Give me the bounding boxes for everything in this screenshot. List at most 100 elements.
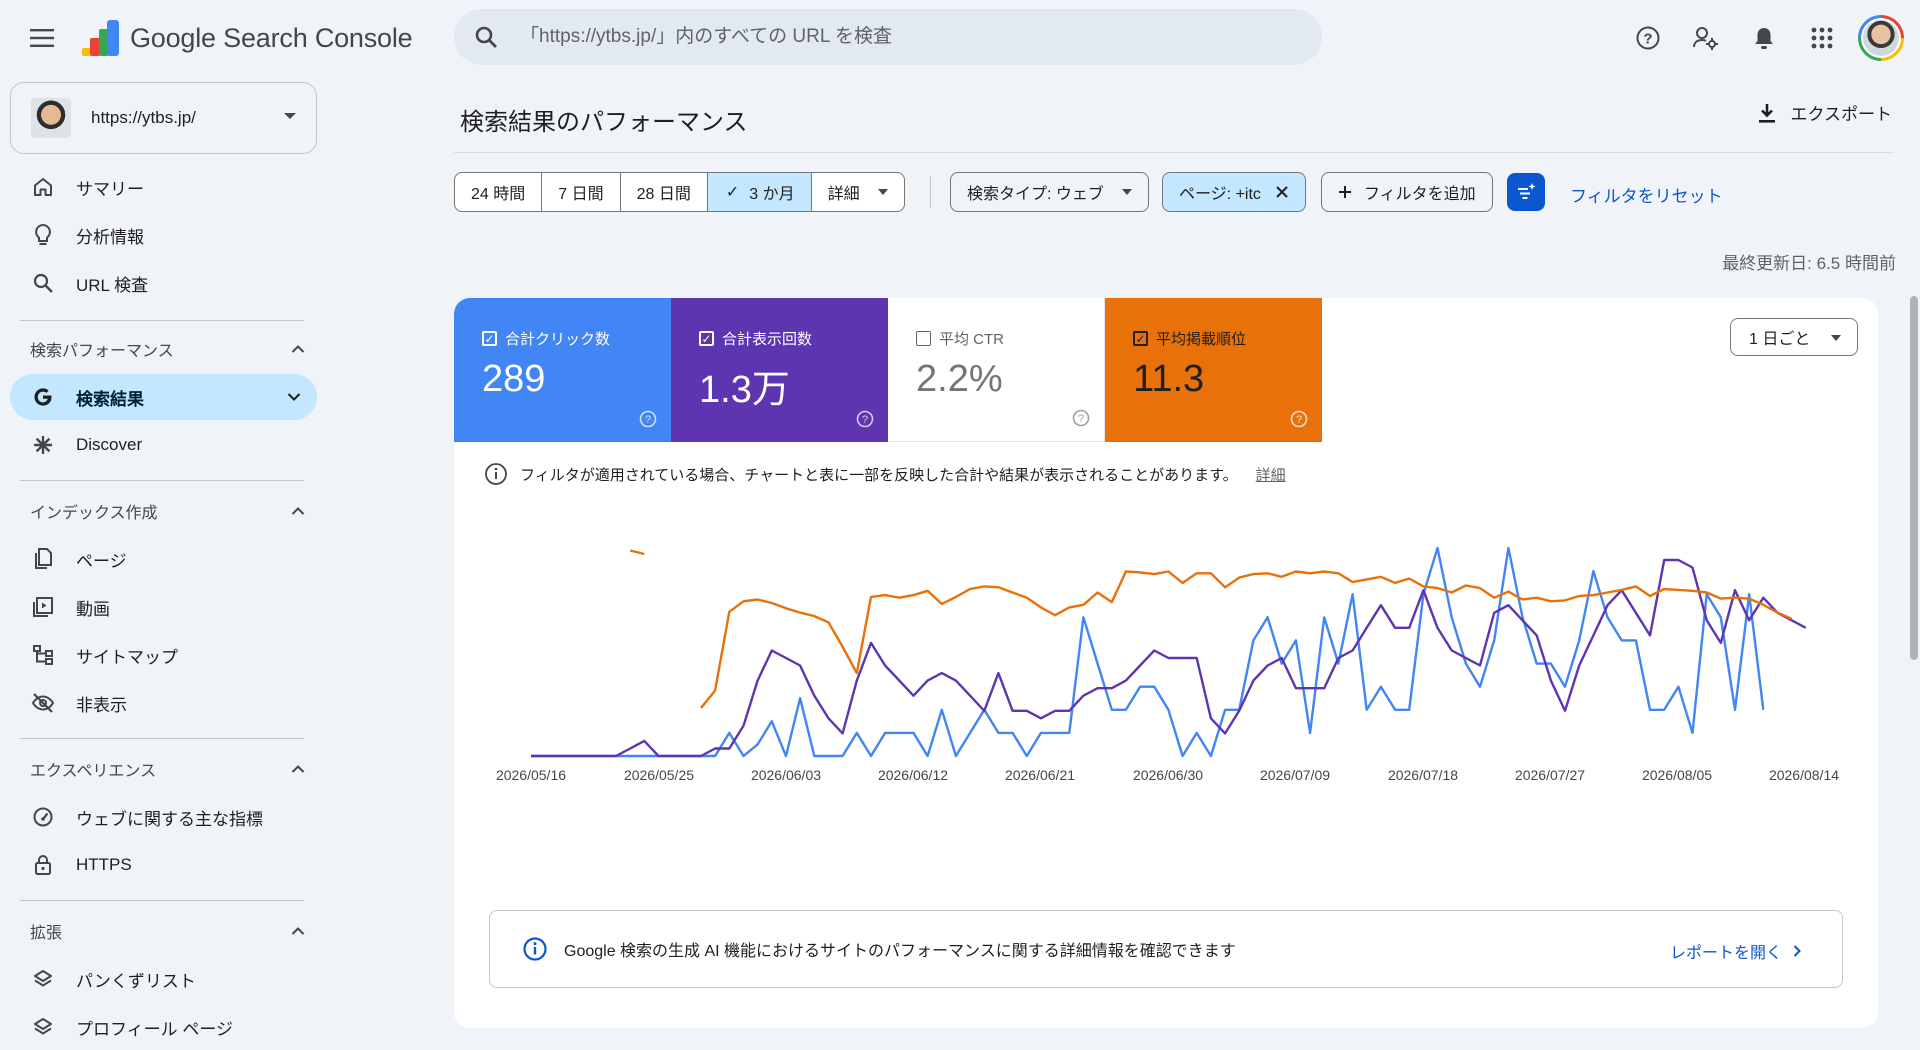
sidebar-item-summary[interactable]: サマリー bbox=[10, 164, 317, 210]
divider bbox=[20, 320, 304, 321]
sidebar-item-label: 動画 bbox=[76, 599, 110, 619]
scrollbar[interactable] bbox=[1910, 296, 1918, 660]
chevron-right-icon bbox=[1793, 945, 1801, 957]
info-icon bbox=[523, 937, 547, 961]
date-range-24h[interactable]: 24 時間 bbox=[455, 173, 543, 211]
chevron-up-icon bbox=[291, 345, 305, 353]
filter-notice: フィルタが適用されている場合、チャートと表に一部を反映した合計や結果が表示される… bbox=[484, 462, 1286, 486]
date-range-28d[interactable]: 28 日間 bbox=[621, 173, 708, 211]
apps-grid-icon[interactable] bbox=[1798, 14, 1846, 62]
url-inspect-search-bar[interactable] bbox=[454, 9, 1322, 65]
divider bbox=[20, 738, 304, 739]
sitemap-icon bbox=[30, 644, 56, 666]
lock-icon bbox=[30, 853, 56, 877]
chevron-up-icon bbox=[291, 927, 305, 935]
section-header-enhancements[interactable]: 拡張 bbox=[30, 916, 305, 946]
layers-icon bbox=[30, 1016, 56, 1038]
performance-chart: 2026/05/16 2026/05/25 2026/06/03 2026/06/12… bbox=[496, 546, 1839, 783]
notice-details-link[interactable]: 詳細 bbox=[1255, 466, 1286, 484]
divider bbox=[930, 176, 931, 208]
help-icon[interactable]: ? bbox=[639, 410, 657, 428]
property-selector[interactable]: https://ytbs.jp/ bbox=[10, 82, 317, 154]
section-header-experience[interactable]: エクスペリエンス bbox=[30, 754, 305, 784]
x-tick-label: 2026/06/12 bbox=[878, 767, 948, 783]
sidebar-item-sitemaps[interactable]: サイトマップ bbox=[10, 632, 317, 678]
date-range-label: 詳細 bbox=[827, 186, 860, 203]
date-range-3m[interactable]: ✓ 3 か月 bbox=[707, 173, 812, 211]
app-name: Google Search Console bbox=[130, 22, 413, 53]
x-tick-label: 2026/05/16 bbox=[496, 767, 566, 783]
help-icon[interactable]: ? bbox=[1624, 14, 1672, 62]
section-header-indexing[interactable]: インデックス作成 bbox=[30, 496, 305, 526]
divider bbox=[20, 900, 304, 901]
sidebar-item-https[interactable]: HTTPS bbox=[10, 842, 317, 888]
reset-filters-link[interactable]: フィルタをリセット bbox=[1570, 187, 1723, 206]
section-title: 検索パフォーマンス bbox=[30, 343, 174, 360]
sidebar-item-discover[interactable]: Discover bbox=[10, 422, 317, 468]
last-updated-text: 最終更新日: 6.5 時間前 bbox=[1722, 254, 1896, 273]
metric-card-impressions[interactable]: ✓ 合計表示回数 1.3万 ? bbox=[671, 298, 888, 442]
checkbox-checked-icon[interactable]: ✓ bbox=[482, 331, 497, 346]
divider bbox=[454, 152, 1894, 153]
help-icon[interactable]: ? bbox=[1290, 410, 1308, 428]
sidebar-item-label: ウェブに関する主な指標 bbox=[76, 809, 263, 829]
url-inspect-input[interactable] bbox=[520, 26, 1280, 48]
sidebar-item-label: サイトマップ bbox=[76, 647, 178, 667]
sidebar-item-pages[interactable]: ページ bbox=[10, 536, 317, 582]
asterisk-icon bbox=[30, 434, 56, 456]
open-report-link[interactable]: レポートを開く bbox=[1670, 939, 1802, 963]
sidebar-item-search-results[interactable]: 検索結果 bbox=[10, 374, 317, 420]
sidebar-item-breadcrumbs[interactable]: パンくずリスト bbox=[10, 956, 317, 1002]
section-header-search-performance[interactable]: 検索パフォーマンス bbox=[30, 334, 305, 364]
main-menu-icon[interactable] bbox=[24, 20, 60, 56]
check-icon: ✓ bbox=[725, 184, 740, 201]
open-report-label: レポートを開く bbox=[1669, 945, 1782, 962]
checkbox-checked-icon[interactable]: ✓ bbox=[699, 331, 714, 346]
caret-down-icon bbox=[1831, 335, 1841, 341]
metric-card-position[interactable]: ✓ 平均掲載順位 11.3 ? bbox=[1105, 298, 1322, 442]
metric-card-clicks[interactable]: ✓ 合計クリック数 289 ? bbox=[454, 298, 671, 442]
page-filter-chip[interactable]: ページ: +itc bbox=[1162, 172, 1306, 212]
date-range-7d[interactable]: 7 日間 bbox=[542, 173, 621, 211]
close-icon[interactable] bbox=[1275, 185, 1289, 199]
date-range-more[interactable]: 詳細 bbox=[812, 173, 904, 211]
sidebar: https://ytbs.jp/ サマリー 分析情報 URL 検査 検索パフォー… bbox=[0, 76, 318, 1050]
account-avatar[interactable] bbox=[1858, 15, 1904, 61]
svg-text:?: ? bbox=[862, 414, 868, 426]
x-tick-label: 2026/05/25 bbox=[624, 767, 694, 783]
series-line-position-0 bbox=[629, 549, 645, 556]
x-tick-label: 2026/06/21 bbox=[1005, 767, 1075, 783]
app-logo[interactable]: Google Search Console bbox=[80, 18, 413, 58]
add-filter-button[interactable]: フィルタを追加 bbox=[1321, 172, 1493, 212]
metric-card-ctr[interactable]: 平均 CTR 2.2% ? bbox=[888, 298, 1105, 442]
sidebar-item-label: URL 検査 bbox=[76, 275, 149, 295]
divider bbox=[20, 480, 304, 481]
svg-text:?: ? bbox=[645, 414, 651, 426]
sidebar-item-video[interactable]: 動画 bbox=[10, 584, 317, 630]
google-g-icon bbox=[30, 386, 56, 408]
help-icon[interactable]: ? bbox=[1072, 409, 1090, 427]
help-icon[interactable]: ? bbox=[856, 410, 874, 428]
sidebar-item-profile-page[interactable]: プロフィール ページ bbox=[10, 1004, 317, 1050]
manage-users-icon[interactable] bbox=[1682, 14, 1730, 62]
bell-icon[interactable] bbox=[1740, 14, 1788, 62]
sidebar-item-insights[interactable]: 分析情報 bbox=[10, 212, 317, 258]
search-console-logo-icon bbox=[82, 20, 119, 56]
sidebar-item-url-inspection[interactable]: URL 検査 bbox=[10, 260, 317, 306]
metric-label: 合計クリック数 bbox=[505, 331, 611, 348]
sidebar-item-core-web-vitals[interactable]: ウェブに関する主な指標 bbox=[10, 794, 317, 840]
checkbox-checked-icon[interactable]: ✓ bbox=[1133, 331, 1148, 346]
metric-label: 平均掲載順位 bbox=[1156, 331, 1247, 348]
section-title: インデックス作成 bbox=[30, 505, 158, 522]
svg-text:?: ? bbox=[1078, 413, 1084, 425]
x-tick-label: 2026/06/30 bbox=[1133, 767, 1203, 783]
video-icon bbox=[30, 596, 56, 618]
ai-filter-button[interactable] bbox=[1507, 173, 1545, 211]
search-type-filter[interactable]: 検索タイプ: ウェブ bbox=[950, 172, 1149, 212]
checkbox-unchecked-icon[interactable] bbox=[916, 331, 931, 346]
sidebar-item-label: パンくずリスト bbox=[76, 971, 196, 991]
sparkle-filter-icon bbox=[1518, 183, 1536, 199]
sidebar-item-removals[interactable]: 非表示 bbox=[10, 680, 317, 726]
granularity-dropdown[interactable]: 1 日ごと bbox=[1730, 318, 1858, 356]
export-button[interactable]: エクスポート bbox=[1757, 100, 1892, 125]
